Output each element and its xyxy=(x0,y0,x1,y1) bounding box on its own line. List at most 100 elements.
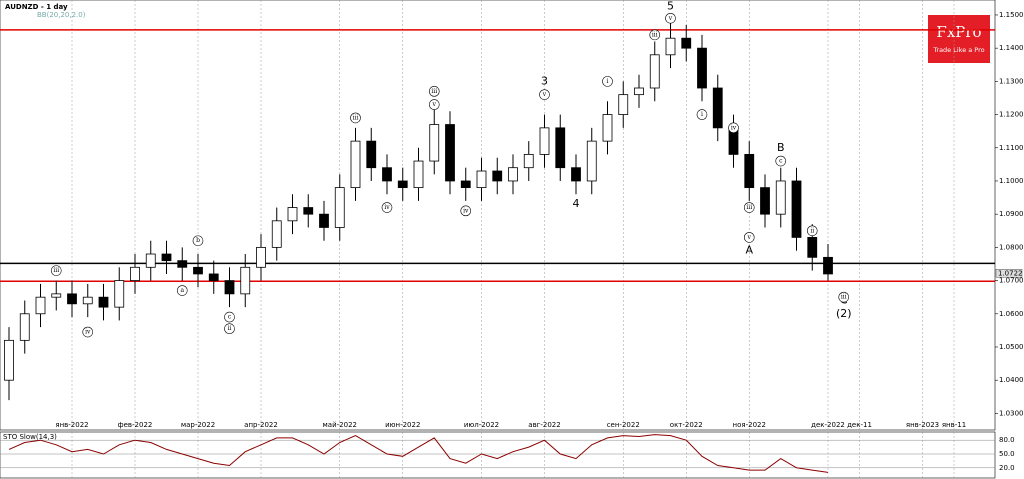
x-tick-label: дек-11 xyxy=(847,421,872,429)
osc-tick-label: 20.0 xyxy=(999,464,1015,472)
candle-body xyxy=(4,339,14,381)
wave-label: a xyxy=(180,287,184,294)
candle-body xyxy=(35,296,46,315)
candle-body xyxy=(649,54,660,89)
candle-body xyxy=(51,293,62,298)
candle-body xyxy=(555,127,566,169)
indicator-label: BB(20,20,2.0) xyxy=(37,11,86,19)
candle-body xyxy=(224,280,235,295)
candle-body xyxy=(114,280,125,308)
y-tick-label: 1.1200 xyxy=(999,111,1024,119)
wave-label: 3 xyxy=(541,74,548,87)
wave-circle xyxy=(350,112,361,124)
wave-label: v xyxy=(432,101,437,108)
oscillator-pane xyxy=(0,431,996,479)
x-tick-label: авг-2022 xyxy=(528,421,560,429)
wave-circle xyxy=(602,76,613,87)
candle-body xyxy=(287,207,298,222)
candle-body xyxy=(319,213,329,228)
candle-body xyxy=(256,246,266,268)
wave-label: B xyxy=(777,141,785,154)
logo-tagline: Trade Like a Pro xyxy=(932,46,984,54)
candle-body xyxy=(145,253,156,268)
wave-circle xyxy=(50,265,62,276)
x-tick-label: май-2022 xyxy=(323,421,357,429)
candle-body xyxy=(177,260,188,268)
wave-label: v xyxy=(668,15,673,22)
wave-label: c xyxy=(228,314,232,321)
wave-circle xyxy=(696,109,708,120)
wave-circle xyxy=(428,86,440,97)
wave-circle xyxy=(743,232,755,243)
wave-label: iv xyxy=(384,204,390,211)
wave-label: iii xyxy=(431,88,437,95)
candle-body xyxy=(413,160,424,189)
x-tick-label: окт-2022 xyxy=(670,421,703,429)
logo-box xyxy=(928,15,990,63)
x-tick-label: мар-2022 xyxy=(181,421,215,429)
x-tick-label: фев-2022 xyxy=(118,421,153,429)
wave-label: 4 xyxy=(573,197,580,210)
x-tick-label: ноя-2022 xyxy=(733,421,766,429)
candle-body xyxy=(791,180,802,238)
candle-body xyxy=(208,273,219,281)
chart-title: AUDNZD - 1 day xyxy=(5,3,68,11)
wave-label: iii xyxy=(53,267,59,274)
x-tick-label: янв-2023 xyxy=(906,421,939,429)
candle-body xyxy=(602,114,613,142)
wave-circle xyxy=(460,205,472,217)
wave-label: c xyxy=(779,158,783,165)
candle-body xyxy=(303,207,314,215)
wave-label: v xyxy=(542,91,547,98)
wave-label: i xyxy=(701,111,703,118)
candle-body xyxy=(571,167,581,182)
wave-circle xyxy=(176,285,188,296)
oscillator-title: STO Slow(14,3) xyxy=(3,433,57,441)
candle-body xyxy=(697,47,707,89)
x-tick-label: янв-11 xyxy=(942,421,966,429)
wave-circle xyxy=(428,99,440,110)
candle-body xyxy=(240,266,251,295)
wave-label: A xyxy=(745,244,753,257)
y-tick-label: 1.1400 xyxy=(999,44,1024,52)
wave-label: ii xyxy=(228,325,232,332)
x-tick-label: дек-2022 xyxy=(811,421,845,429)
wave-label: iv xyxy=(85,329,91,336)
x-tick-label: сен-2022 xyxy=(607,421,640,429)
candle-body xyxy=(744,154,755,189)
y-tick-label: 1.0300 xyxy=(999,409,1024,417)
wave-label: iii xyxy=(353,114,359,121)
candle-body xyxy=(823,256,833,275)
logo-name: FxPro xyxy=(936,23,981,41)
wave-label: iii xyxy=(841,294,847,301)
candle-body xyxy=(523,154,534,169)
candle-body xyxy=(19,313,30,341)
candle-body xyxy=(130,266,140,281)
x-tick-label: июн-2022 xyxy=(385,421,420,429)
candle-body xyxy=(445,124,455,182)
y-tick-label: 1.0400 xyxy=(999,376,1024,384)
candle-body xyxy=(775,180,786,215)
x-tick-label: июл-2022 xyxy=(464,421,499,429)
wave-label: iii xyxy=(652,31,658,38)
x-tick-label: апр-2022 xyxy=(244,421,278,429)
osc-line xyxy=(8,434,829,473)
candle-body xyxy=(460,180,471,189)
wave-circle xyxy=(838,291,850,303)
candle-body xyxy=(397,180,408,189)
candle-body xyxy=(161,253,172,262)
candle-body xyxy=(334,187,345,228)
candle-body xyxy=(67,293,77,305)
candle-body xyxy=(82,296,93,305)
wave-label: ii xyxy=(810,227,814,234)
candle-body xyxy=(271,220,282,248)
candle-body xyxy=(760,187,770,215)
candle-body xyxy=(98,296,109,308)
price-pane xyxy=(0,0,996,431)
candle-body xyxy=(476,170,487,189)
y-tick-label: 1.1100 xyxy=(999,144,1024,152)
candle-body xyxy=(634,87,644,96)
y-tick-label: 1.0500 xyxy=(999,343,1024,351)
wave-circle xyxy=(192,235,204,247)
